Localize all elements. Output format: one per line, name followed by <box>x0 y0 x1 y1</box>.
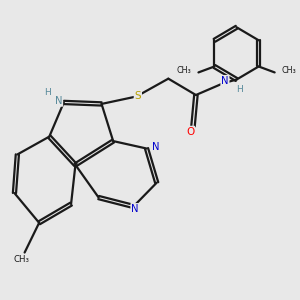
Text: CH₃: CH₃ <box>282 66 297 75</box>
Text: O: O <box>186 127 194 136</box>
Text: H: H <box>44 88 51 97</box>
Text: N: N <box>55 96 62 106</box>
Text: H: H <box>236 85 243 94</box>
Text: N: N <box>152 142 160 152</box>
Text: N: N <box>221 76 229 86</box>
Text: N: N <box>131 204 139 214</box>
Text: CH₃: CH₃ <box>176 66 191 75</box>
Text: S: S <box>134 91 141 101</box>
Text: CH₃: CH₃ <box>14 256 30 265</box>
